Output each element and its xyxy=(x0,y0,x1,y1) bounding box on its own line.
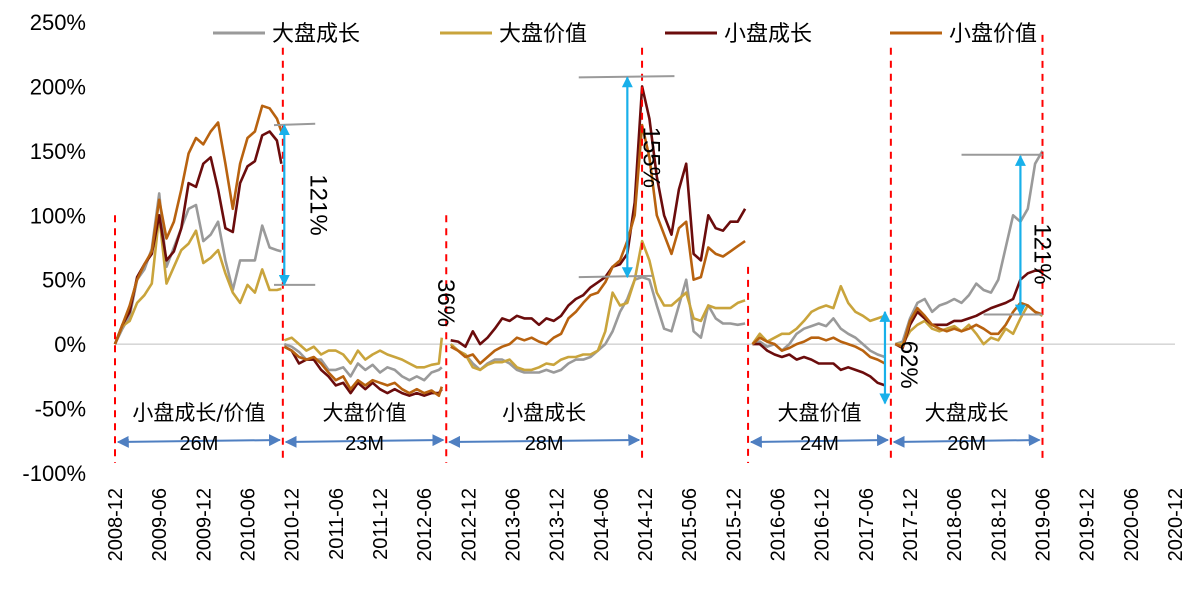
series-line-large-cap-growth xyxy=(113,192,282,345)
duration-label: 26M xyxy=(947,433,986,455)
y-tick-label: -100% xyxy=(22,461,86,486)
x-tick-label: 2018-06 xyxy=(944,488,966,561)
annotation-label: 121% xyxy=(304,174,331,235)
duration-label: 28M xyxy=(525,433,564,455)
divider-layer xyxy=(114,34,1044,463)
series-line-large-cap-value xyxy=(895,304,1044,346)
period-label: 小盘成长/价值 xyxy=(132,401,265,425)
duration-label: 23M xyxy=(345,433,384,455)
duration-label: 26M xyxy=(179,433,218,455)
x-axis: 2008-12 2009-06 2009-12 2010-06 2010-12 2011-… xyxy=(105,488,1187,561)
annotation-label: 121% xyxy=(1028,223,1055,284)
annotation-label: 36% xyxy=(432,279,459,327)
x-tick-label: 2012-06 xyxy=(414,488,436,561)
y-tick-label: 100% xyxy=(30,203,86,228)
series-line-small-cap-growth xyxy=(450,85,747,349)
x-tick-label: 2008-12 xyxy=(105,488,127,561)
reference-line xyxy=(578,274,653,279)
series-line-large-cap-value xyxy=(449,239,746,372)
duration-arrow xyxy=(116,434,282,448)
x-tick-label: 2018-12 xyxy=(988,488,1010,561)
x-tick-label: 2010-06 xyxy=(238,488,260,561)
y-axis: 250% 200% 150% 100% 50% 0% -50% -100% xyxy=(22,10,86,486)
x-tick-label: 2013-06 xyxy=(503,488,525,561)
y-tick-label: 250% xyxy=(30,10,86,35)
x-tick-label: 2019-06 xyxy=(1033,488,1055,561)
x-tick-label: 2017-06 xyxy=(856,488,878,561)
x-tick-label: 2016-12 xyxy=(812,488,834,561)
x-tick-label: 2020-12 xyxy=(1165,488,1187,561)
x-tick-label: 2011-06 xyxy=(326,488,348,560)
period-layer: 小盘成长/价值 26M 大盘价值 23M 小盘成长 28M 大盘价值 24M 大盘成长 26M xyxy=(116,401,1041,455)
y-tick-label: -50% xyxy=(35,397,86,422)
y-tick-label: 50% xyxy=(42,268,86,293)
x-tick-label: 2016-06 xyxy=(768,488,790,561)
x-tick-label: 2014-12 xyxy=(635,488,657,561)
x-tick-label: 2017-12 xyxy=(900,488,922,561)
annotation-label: 62% xyxy=(895,341,922,389)
series-line-small-cap-value xyxy=(450,123,746,365)
reference-line xyxy=(273,122,316,127)
x-tick-label: 2019-12 xyxy=(1077,488,1099,561)
x-tick-label: 2011-12 xyxy=(370,488,392,560)
legend-label-large-cap-growth: 大盘成长 xyxy=(272,22,360,47)
series-line-large-cap-value xyxy=(751,284,886,345)
duration-arrow xyxy=(892,434,1041,448)
duration-label: 24M xyxy=(800,433,839,455)
annotation-label: 155% xyxy=(637,127,664,188)
x-tick-label: 2010-12 xyxy=(282,488,304,561)
period-label: 大盘成长 xyxy=(925,401,1009,425)
period-label: 大盘价值 xyxy=(777,401,861,425)
x-tick-label: 2015-12 xyxy=(723,488,745,561)
y-tick-label: 200% xyxy=(30,74,86,99)
period-label: 大盘价值 xyxy=(323,401,407,425)
duration-arrow xyxy=(284,434,445,448)
x-tick-label: 2009-12 xyxy=(193,488,215,561)
series-line-large-cap-value xyxy=(113,214,282,345)
annotation-layer: 121% 36% 155% 62% 121% xyxy=(273,75,1055,405)
x-tick-label: 2013-12 xyxy=(547,488,569,561)
legend-label-small-cap-value: 小盘价值 xyxy=(949,22,1037,47)
y-tick-label: 0% xyxy=(54,332,86,357)
series-line-small-cap-value xyxy=(283,345,444,398)
x-tick-label: 2015-06 xyxy=(679,488,701,561)
x-tick-label: 2014-06 xyxy=(591,488,613,561)
legend-label-small-cap-growth: 小盘成长 xyxy=(724,22,812,47)
legend: 大盘成长 大盘价值 小盘成长 小盘价值 xyxy=(213,22,1037,47)
series-line-small-cap-value xyxy=(751,336,886,365)
legend-label-large-cap-value: 大盘价值 xyxy=(499,22,587,47)
x-tick-label: 2009-06 xyxy=(149,488,171,561)
duration-arrow xyxy=(448,434,641,448)
series-line-small-cap-growth xyxy=(283,345,443,398)
series-line-small-cap-growth xyxy=(752,342,886,387)
series-layer xyxy=(113,85,1044,398)
duration-arrow xyxy=(749,434,890,448)
y-tick-label: 150% xyxy=(30,139,86,164)
series-line-small-cap-value xyxy=(113,104,283,345)
series-line-large-cap-value xyxy=(283,336,444,369)
period-label: 小盘成长 xyxy=(502,401,586,425)
x-tick-label: 2020-06 xyxy=(1121,488,1143,561)
reference-line xyxy=(578,75,675,79)
x-tick-label: 2012-12 xyxy=(458,488,480,561)
